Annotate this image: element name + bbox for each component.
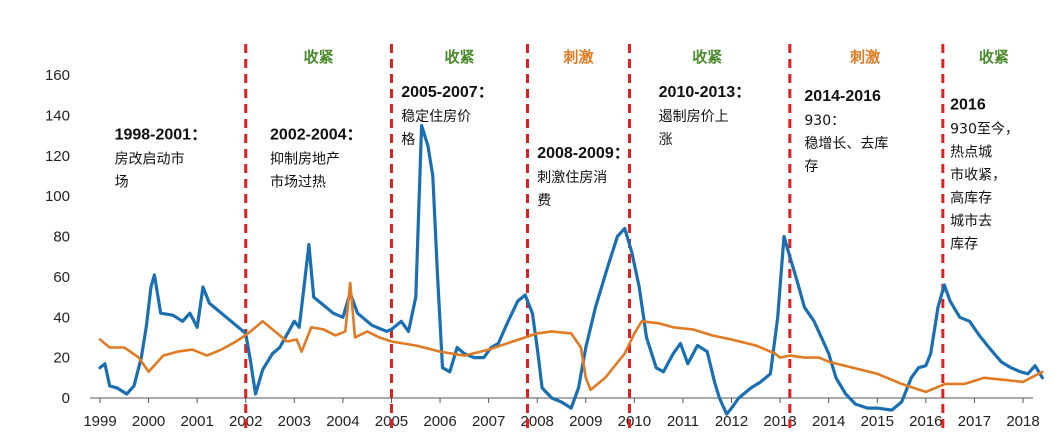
phase-annotation-line: 高库存 [950, 189, 992, 206]
policy-era-labels: 收紧 收紧 刺激 收紧 刺激 收紧 [304, 48, 1009, 66]
phase-annotation-title: 1998-2001： [115, 127, 208, 144]
phase-annotation-title: 2010-2013： [659, 84, 752, 101]
y-tick-label: 80 [53, 229, 70, 246]
phase-annotation-title: 2016 [950, 96, 986, 113]
phase-annotation-line: 热点城 [950, 144, 992, 160]
y-tick-label: 140 [45, 107, 70, 124]
policy-era-label: 收紧 [444, 48, 474, 66]
y-tick-label: 20 [53, 350, 70, 367]
x-tick-label: 2009 [569, 413, 602, 430]
phase-annotation-line: 刺激住房消 [537, 169, 607, 186]
phase-annotation-line: 稳增长、去库 [804, 136, 888, 152]
phase-annotation-line: 遏制房价上 [659, 109, 729, 125]
x-tick-label: 2000 [132, 413, 165, 430]
phase-annotation-line: 抑制房地产 [270, 152, 340, 168]
phase-annotation-line: 涨 [659, 132, 673, 148]
phase-annotation: 2014-2016 930： 稳增长、去库存 [804, 88, 888, 175]
phase-annotation-line: 930： [804, 113, 845, 129]
phase-annotation-line: 市场过热 [270, 174, 326, 191]
x-tick-label: 2003 [278, 413, 311, 430]
x-axis: 1999200020012002200320042005200620072008… [83, 397, 1040, 430]
x-tick-label: 2011 [667, 413, 699, 430]
phase-annotation-line: 存 [804, 159, 818, 175]
x-tick-label: 2001 [180, 413, 213, 430]
x-tick-label: 2018 [1006, 413, 1039, 430]
series-line-blue [98, 123, 1044, 416]
x-tick-label: 2007 [472, 413, 505, 430]
policy-era-label: 刺激 [850, 48, 881, 66]
phase-annotation-title: 2014-2016 [804, 88, 881, 105]
x-tick-label: 2004 [326, 413, 359, 430]
phase-annotation-line: 场 [115, 175, 129, 191]
x-tick-label: 1999 [83, 413, 116, 430]
x-tick-label: 2015 [861, 413, 894, 430]
policy-era-label: 收紧 [692, 48, 722, 66]
x-tick-label: 2014 [812, 413, 845, 430]
y-tick-label: 40 [53, 309, 70, 326]
x-tick-label: 2012 [715, 413, 748, 430]
phase-annotation-line: 库存 [950, 236, 978, 252]
phase-annotation-line: 城市去 [950, 212, 992, 229]
phase-annotation-line: 市收紧， [950, 166, 1006, 183]
phase-annotation-title: 2008-2009： [537, 145, 630, 162]
policy-dividers [244, 44, 945, 432]
policy-era-label: 刺激 [563, 48, 594, 66]
phase-annotation-title: 2005-2007： [401, 84, 494, 101]
phase-annotation-line: 930至今， [950, 121, 1019, 137]
x-tick-label: 2013 [763, 413, 796, 430]
x-tick-label: 2010 [618, 413, 651, 430]
y-tick-label: 100 [45, 188, 70, 205]
y-tick-label: 60 [53, 269, 70, 286]
x-tick-label: 2017 [958, 413, 991, 430]
series-layer [98, 123, 1044, 416]
policy-era-label: 收紧 [979, 48, 1009, 66]
y-tick-label: 0 [62, 390, 70, 407]
x-tick-label: 2006 [423, 413, 456, 430]
phase-annotation-line: 费 [537, 193, 551, 209]
y-tick-label: 160 [45, 67, 70, 84]
y-tick-label: 120 [45, 148, 70, 165]
policy-era-label: 收紧 [304, 48, 334, 66]
phase-annotation-title: 2002-2004： [270, 127, 363, 144]
phase-annotation-line: 稳定住房价 [401, 109, 471, 125]
x-tick-label: 2008 [521, 413, 554, 430]
series-line-orange [98, 281, 1044, 394]
phase-annotation-line: 格 [401, 132, 415, 148]
y-axis: 0 20 40 60 80 100 120 140 160 [45, 67, 70, 407]
x-tick-label: 2016 [909, 413, 942, 430]
phase-annotation-line: 房改启动市 [115, 151, 185, 168]
